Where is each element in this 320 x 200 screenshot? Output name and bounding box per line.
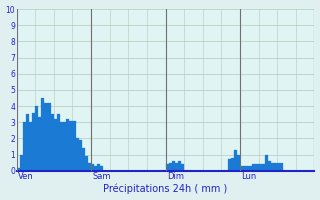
Bar xyxy=(234,150,237,171)
Bar xyxy=(274,163,277,171)
Bar xyxy=(17,168,20,171)
Bar xyxy=(91,164,94,171)
Bar xyxy=(97,164,100,171)
Bar xyxy=(54,119,57,171)
Bar xyxy=(79,140,82,171)
Bar xyxy=(29,122,32,171)
Bar xyxy=(48,103,51,171)
Bar xyxy=(63,122,66,171)
Bar xyxy=(255,164,259,171)
Bar xyxy=(262,164,265,171)
Bar xyxy=(23,122,26,171)
Bar xyxy=(240,166,243,171)
Bar xyxy=(26,114,29,171)
Bar xyxy=(259,164,262,171)
Bar xyxy=(231,158,234,171)
Bar xyxy=(66,119,69,171)
Bar xyxy=(44,103,48,171)
Bar xyxy=(175,163,178,171)
Bar xyxy=(237,155,240,171)
Bar xyxy=(246,166,249,171)
Bar xyxy=(228,159,231,171)
Bar xyxy=(280,163,284,171)
Bar xyxy=(172,161,175,171)
Bar xyxy=(94,166,97,171)
Bar xyxy=(100,166,103,171)
Bar xyxy=(169,163,172,171)
Bar xyxy=(249,166,252,171)
Bar xyxy=(88,163,91,171)
Bar xyxy=(252,164,255,171)
X-axis label: Précipitations 24h ( mm ): Précipitations 24h ( mm ) xyxy=(103,184,228,194)
Bar xyxy=(69,121,72,171)
Bar xyxy=(41,98,44,171)
Bar xyxy=(72,121,76,171)
Bar xyxy=(57,114,60,171)
Bar xyxy=(32,113,35,171)
Bar xyxy=(181,164,184,171)
Bar xyxy=(85,156,88,171)
Bar xyxy=(35,106,38,171)
Bar xyxy=(82,148,85,171)
Bar xyxy=(51,114,54,171)
Bar xyxy=(38,117,41,171)
Bar xyxy=(265,155,268,171)
Bar xyxy=(76,138,79,171)
Bar xyxy=(268,161,271,171)
Bar xyxy=(165,164,169,171)
Bar xyxy=(243,166,246,171)
Bar xyxy=(178,161,181,171)
Bar xyxy=(60,122,63,171)
Bar xyxy=(277,163,280,171)
Bar xyxy=(20,155,23,171)
Bar xyxy=(271,163,274,171)
